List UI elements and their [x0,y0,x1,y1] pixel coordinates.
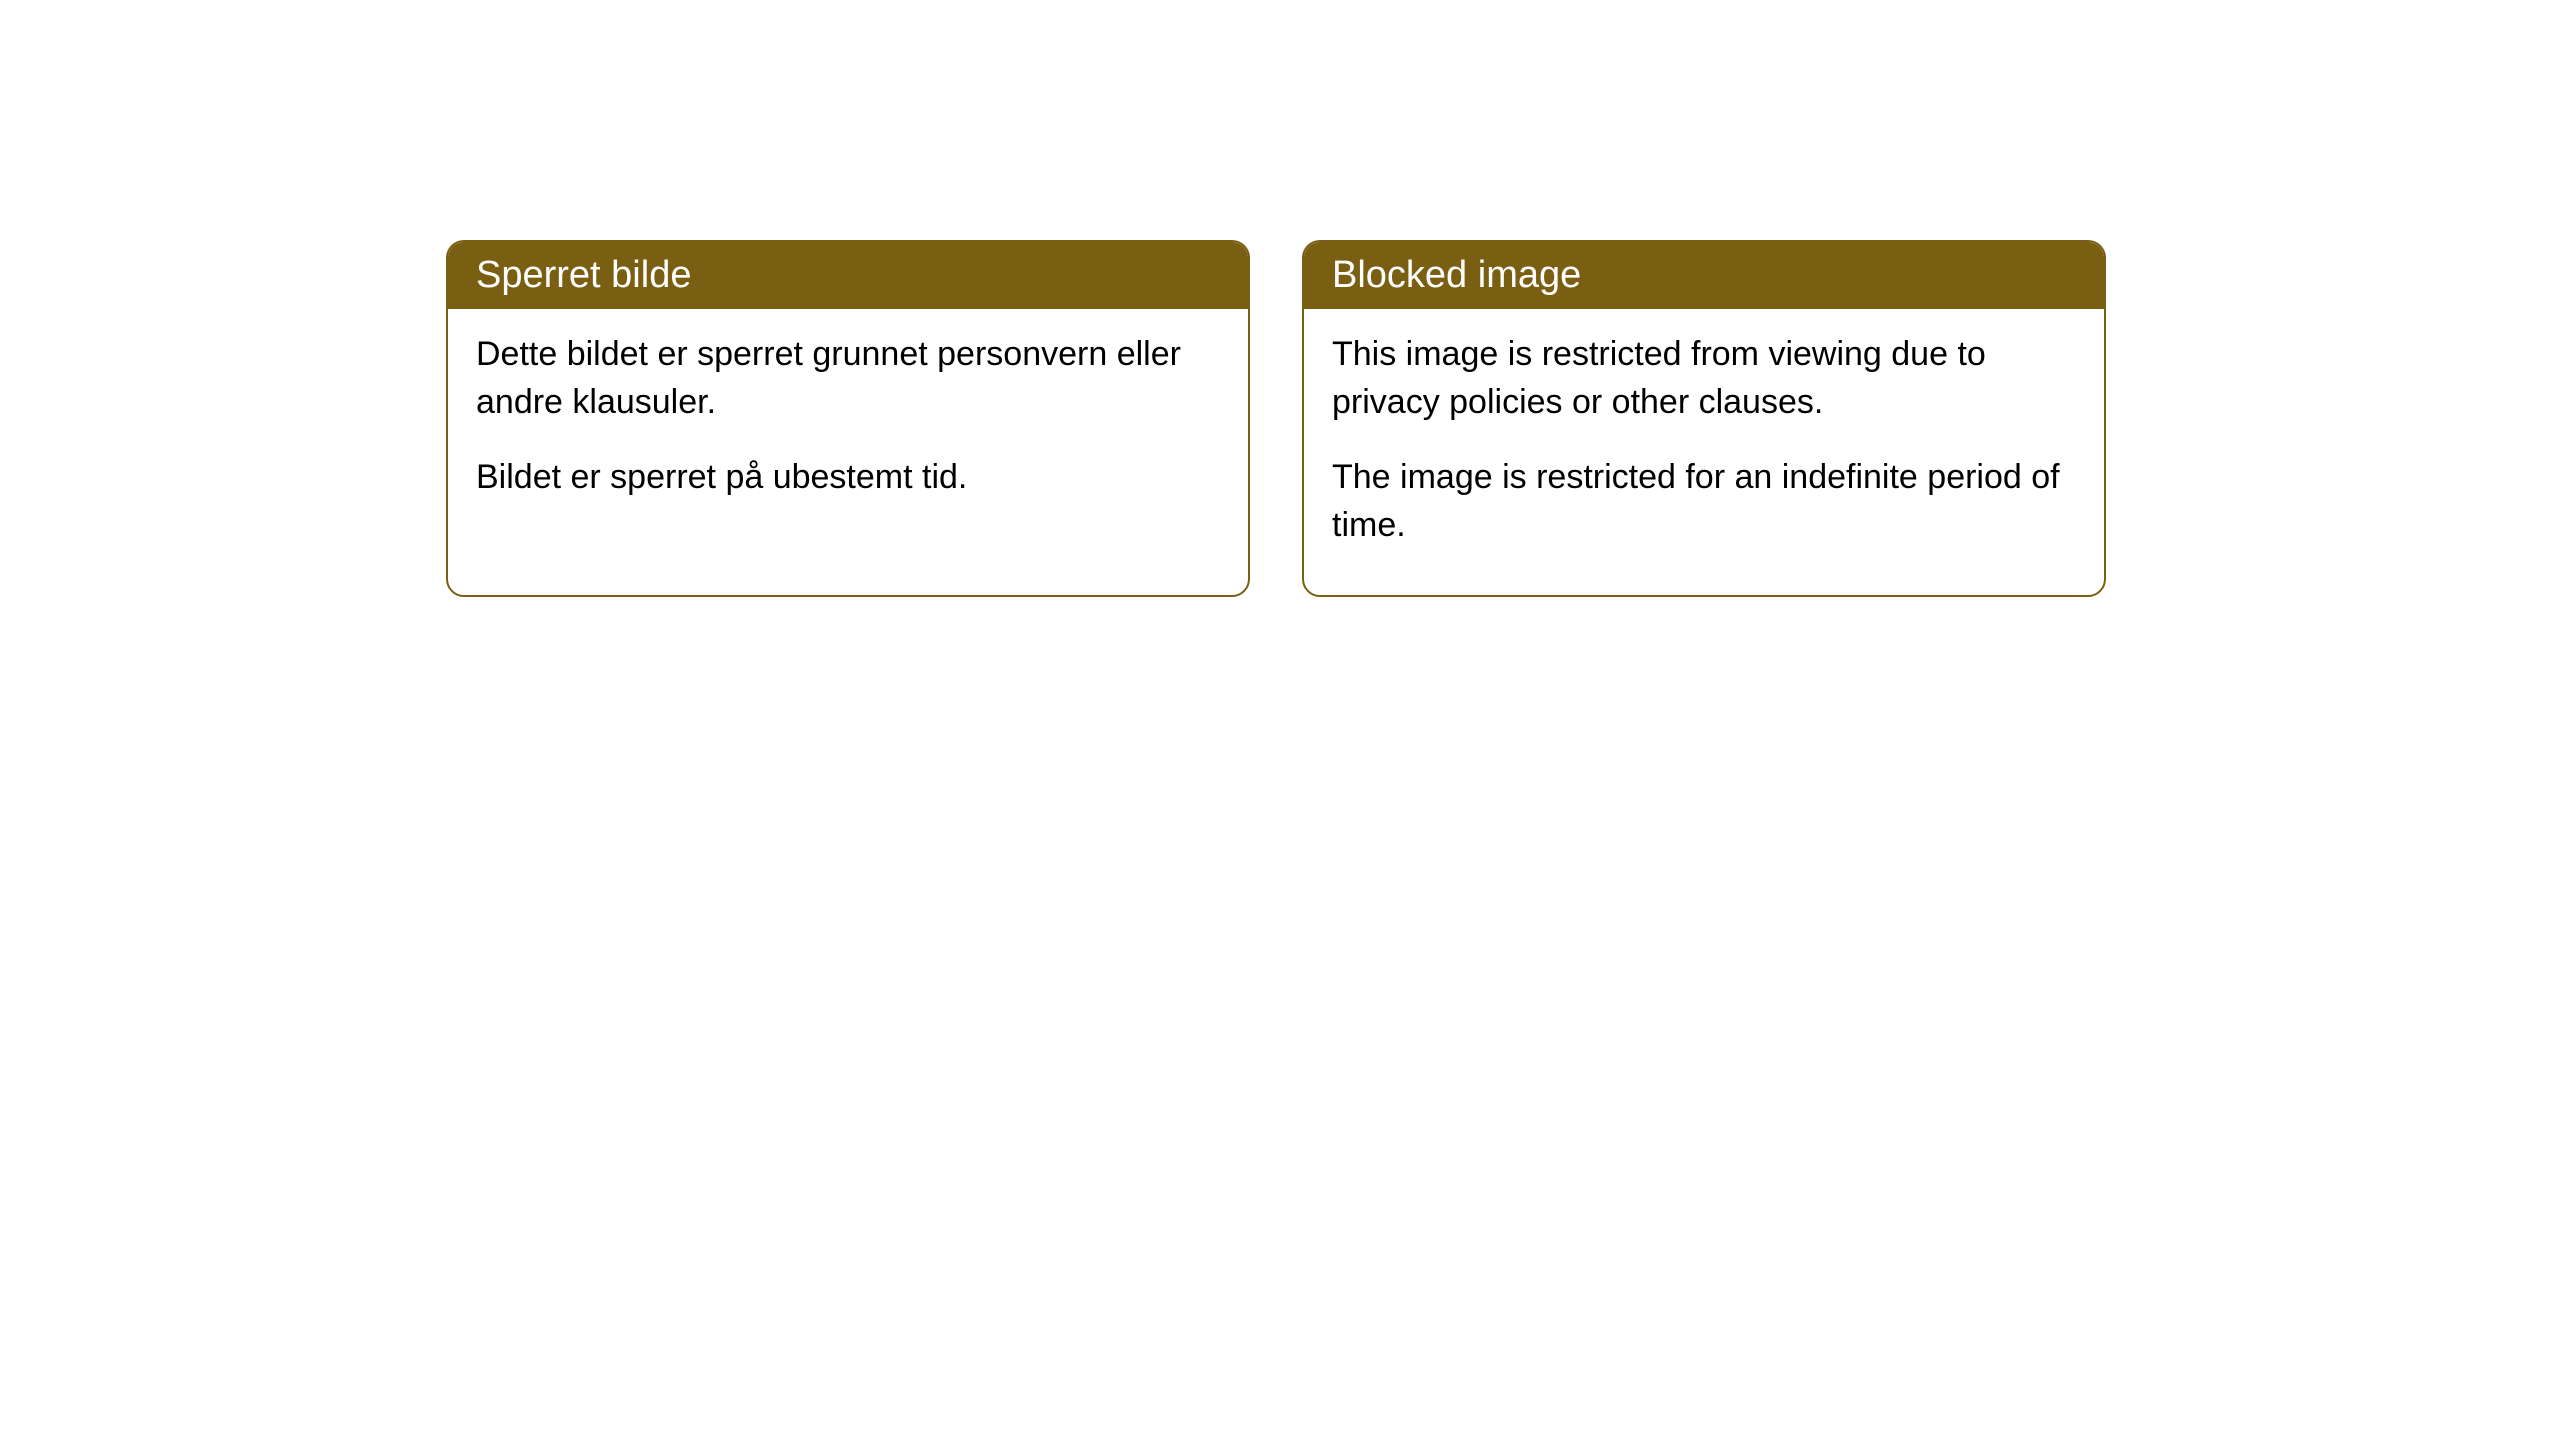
card-header-norwegian: Sperret bilde [448,242,1248,309]
card-title: Blocked image [1332,254,1581,296]
blocked-image-card-norwegian: Sperret bilde Dette bildet er sperret gr… [446,240,1250,597]
card-paragraph: The image is restricted for an indefinit… [1332,454,2076,549]
notice-cards-container: Sperret bilde Dette bildet er sperret gr… [446,240,2106,597]
card-title: Sperret bilde [476,254,691,296]
card-body-english: This image is restricted from viewing du… [1304,309,2104,595]
card-paragraph: This image is restricted from viewing du… [1332,331,2076,426]
card-header-english: Blocked image [1304,242,2104,309]
card-paragraph: Dette bildet er sperret grunnet personve… [476,331,1220,426]
card-body-norwegian: Dette bildet er sperret grunnet personve… [448,309,1248,548]
card-paragraph: Bildet er sperret på ubestemt tid. [476,454,1220,502]
blocked-image-card-english: Blocked image This image is restricted f… [1302,240,2106,597]
